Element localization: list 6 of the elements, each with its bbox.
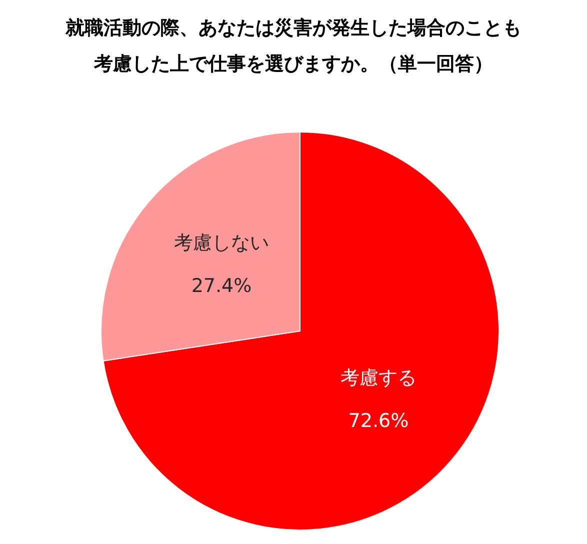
pie-slice bbox=[102, 132, 500, 530]
slice-label: 考慮しない bbox=[174, 232, 270, 254]
slice-label: 考慮する bbox=[340, 366, 416, 389]
chart-title: 就職活動の際、あなたは災害が発生した場合のことも考慮した上で仕事を選びますか。（単一回答） bbox=[64, 16, 522, 77]
data-label: 27.4% bbox=[191, 275, 252, 298]
data-label: 72.6% bbox=[348, 410, 409, 432]
